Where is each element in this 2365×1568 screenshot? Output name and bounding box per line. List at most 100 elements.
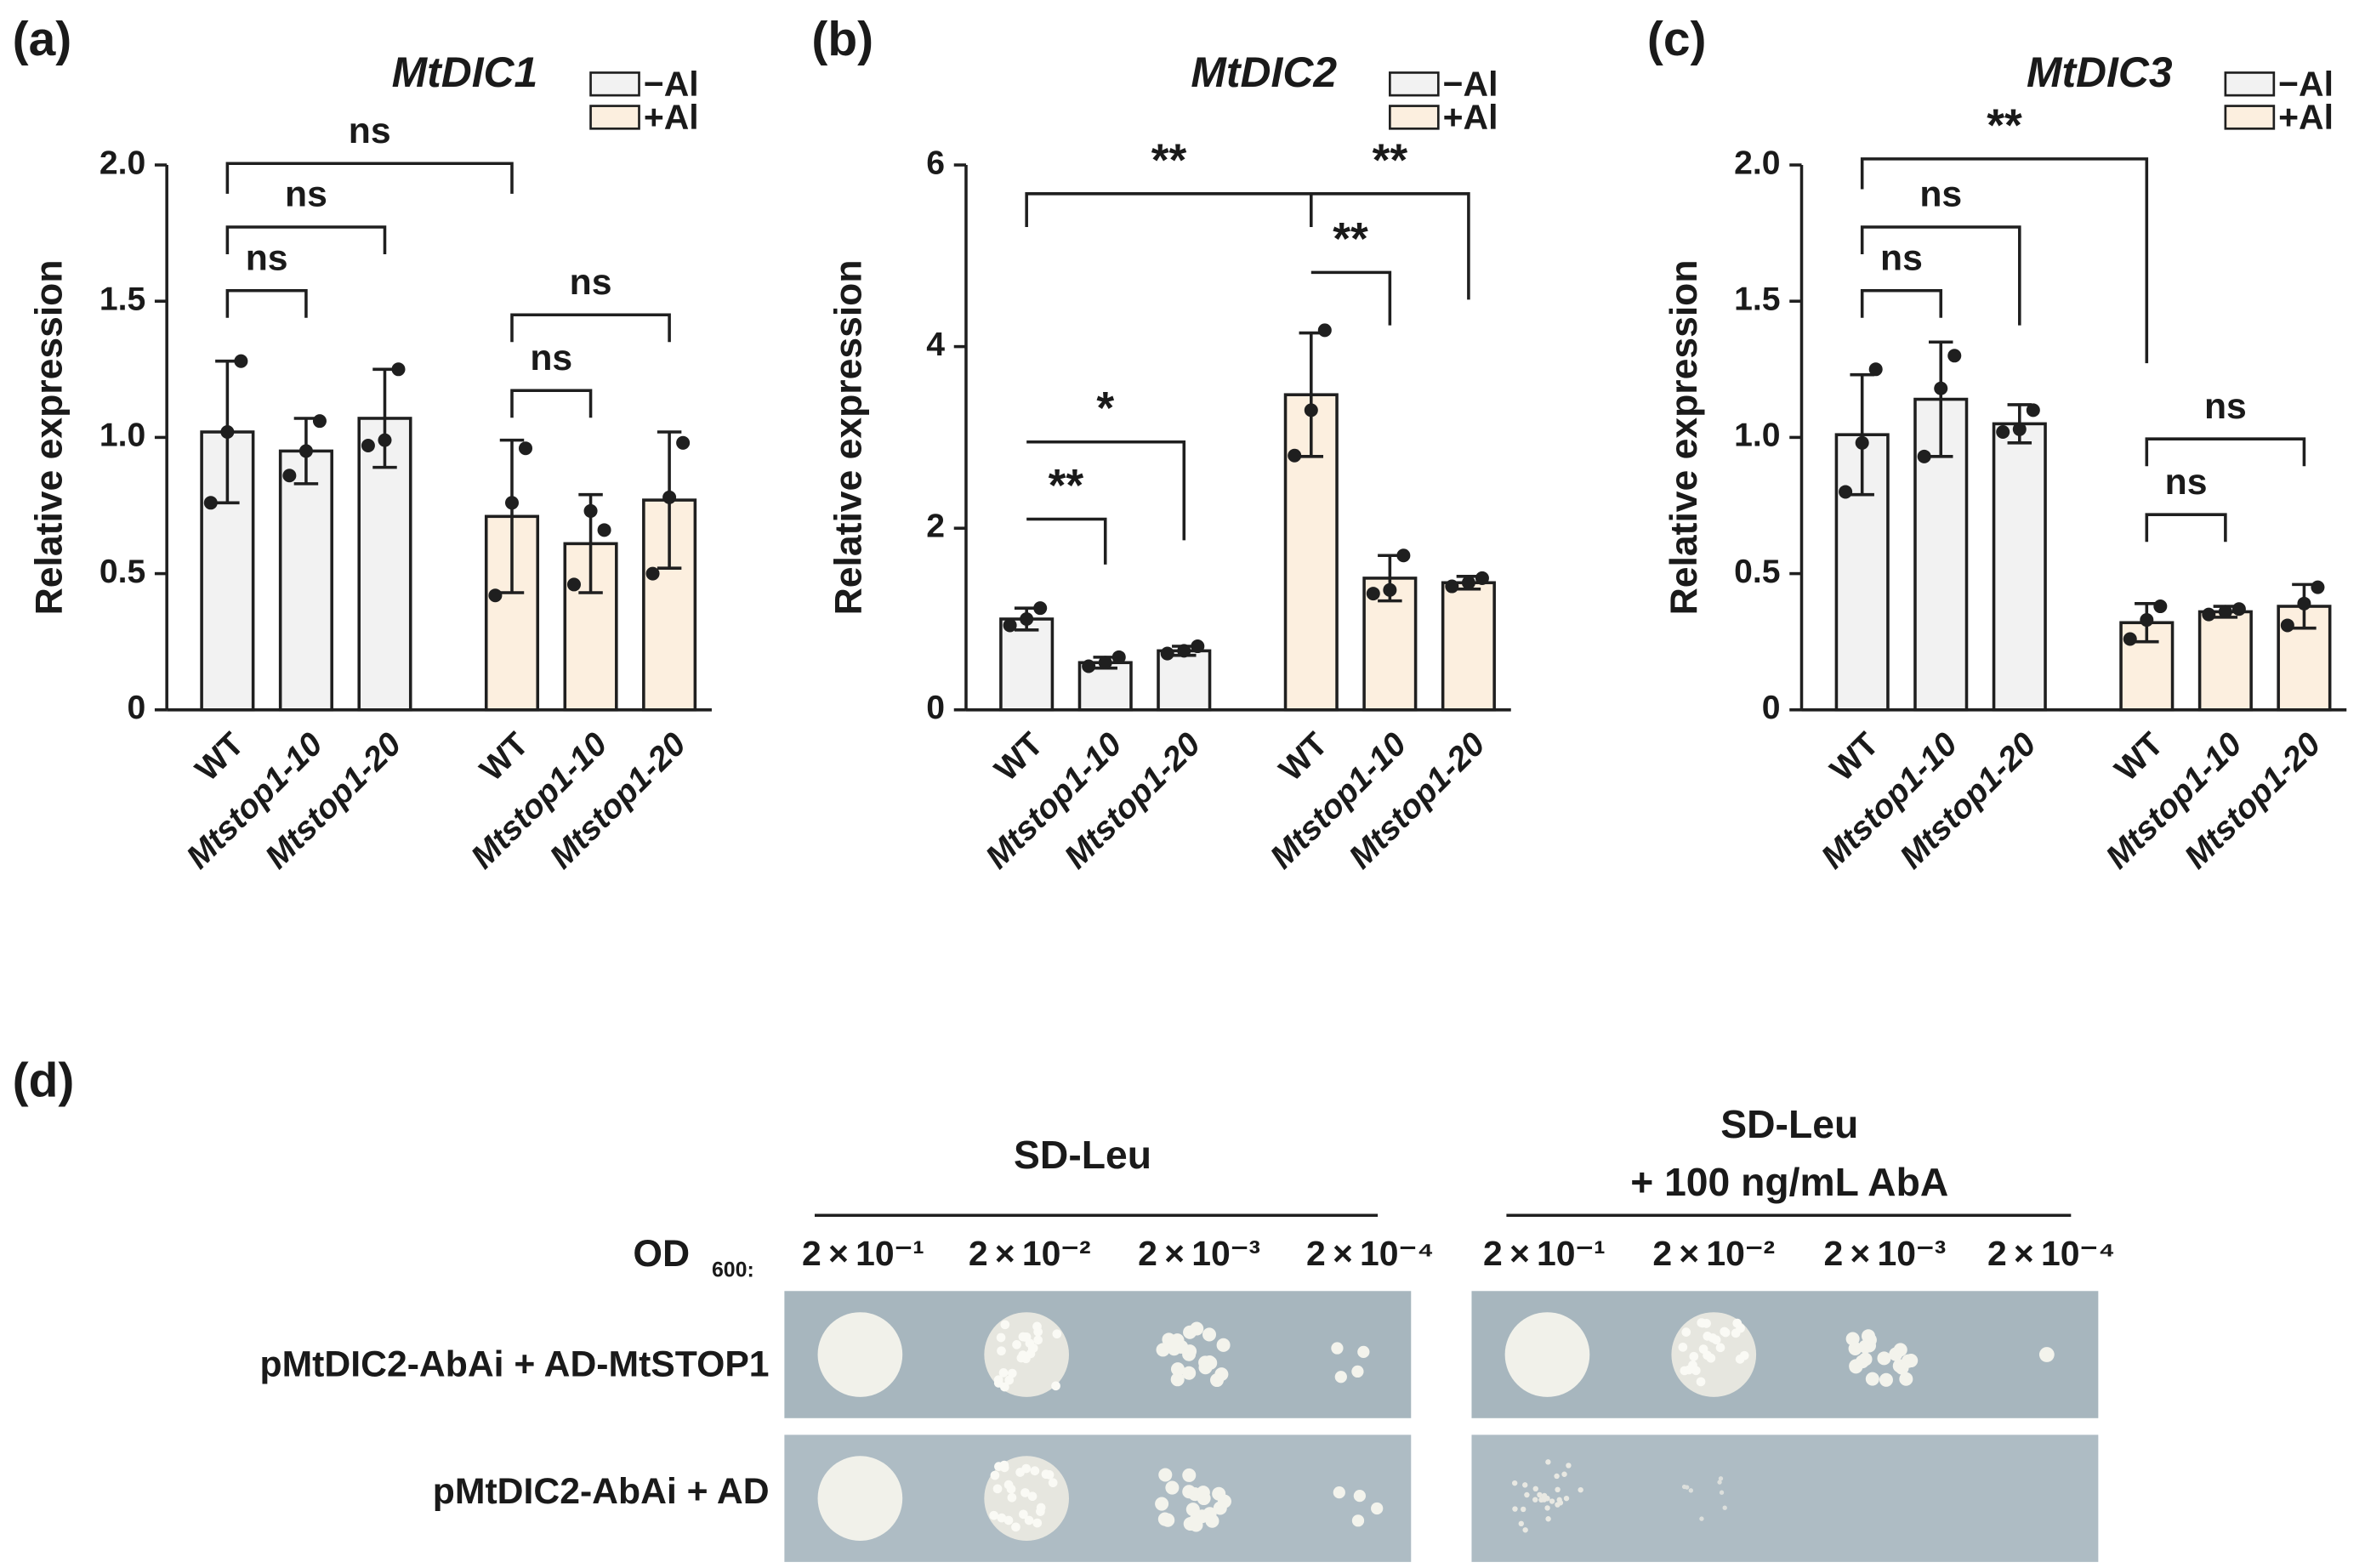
colony [1722,1505,1727,1510]
significance-bracket [225,288,308,318]
colony-spot [1504,1312,1590,1397]
dilution-label: 2 × 10⁻² [969,1234,1091,1273]
colony [1036,1503,1046,1513]
colony [1165,1480,1180,1495]
colony [1214,1367,1229,1382]
colony [1003,1515,1014,1525]
colony [1532,1497,1538,1503]
colony [1717,1480,1722,1485]
colony [1351,1365,1364,1378]
colony [1563,1495,1570,1502]
colony [1522,1527,1528,1533]
data-point [1996,424,2010,439]
data-point [583,503,598,518]
colony [990,1470,1000,1480]
colony [1182,1468,1197,1482]
data-point [2123,632,2137,646]
colony [1681,1327,1691,1337]
data-point [1098,656,1112,670]
data-point [1020,611,1034,626]
data-point [645,566,660,581]
data-point [488,588,503,603]
colony [1555,1486,1561,1493]
colony [1703,1332,1713,1341]
data-point [1111,650,1126,664]
colony [1732,1318,1742,1328]
data-point [282,469,297,483]
colony [1334,1371,1347,1383]
y-tick-label: 1.0 [1734,418,1780,454]
significance-label: ** [1987,100,2022,151]
x-tick-label: WT [988,726,1050,788]
colony [1879,1372,1893,1387]
colony [1028,1343,1038,1353]
data-point [2202,607,2216,622]
x-tick-label: WT [2108,726,2170,788]
colony [1030,1466,1040,1476]
dilution-label: 2 × 10⁻³ [1823,1234,1946,1273]
colony [1520,1506,1526,1513]
legend-swatch [589,105,640,130]
colony [1016,1353,1026,1363]
colony [1202,1327,1217,1342]
colony [1554,1473,1560,1480]
significance-label: ns [1919,174,1962,215]
chart-title: MtDIC2 [1191,48,1337,96]
legend-label: +Al [1443,97,1498,136]
significance-label: ns [570,262,612,303]
data-point [1934,381,1948,395]
significance-label: ns [2204,386,2247,427]
colony [1027,1491,1038,1502]
y-tick-label: 0 [1762,690,1781,726]
colony [1532,1486,1538,1492]
data-point [1366,587,1380,601]
dilution-label: 2 × 10⁻² [1652,1234,1775,1273]
dilution-label: 2 × 10⁻¹ [802,1234,924,1273]
y-tick-label: 1.5 [99,281,145,318]
data-point [1396,548,1411,563]
bar [1077,661,1133,712]
colony [1555,1502,1561,1508]
dilution-label: 2 × 10⁻⁴ [1987,1234,2115,1273]
colony [997,1513,1007,1523]
y-tick-label: 1.5 [1734,281,1780,318]
chart-title: MtDIC3 [2027,48,2173,96]
significance-bracket [1860,225,2021,326]
yeast-plate [1471,1434,2099,1562]
colony [1544,1496,1550,1502]
significance-bracket [510,313,671,343]
data-point [361,438,375,453]
bar [2197,610,2253,712]
dilution-label: 2 × 10⁻¹ [1483,1234,1606,1273]
legend-swatch [1389,105,1440,130]
data-point [676,435,691,450]
significance-label: ** [1049,461,1084,511]
data-point [391,362,406,377]
x-tick-label: WT [1823,726,1885,788]
colony [1051,1381,1060,1391]
significance-label: ns [1880,237,1923,278]
chart-title: MtDIC1 [392,48,538,96]
dilution-label: 2 × 10⁻³ [1138,1234,1260,1273]
data-point [2231,602,2246,616]
colony [1862,1338,1877,1353]
colony [1545,1516,1551,1522]
significance-bracket [2145,513,2227,543]
significance-bracket [1026,517,1107,565]
y-tick-label: 4 [926,327,945,363]
colony [989,1510,999,1520]
colony [993,1378,1003,1388]
y-tick-label: 2.0 [99,145,145,181]
x-tick-label: WT [1272,726,1334,788]
colony [1702,1319,1711,1328]
colony [1041,1469,1051,1480]
colony [1895,1361,1909,1375]
colony [1858,1352,1873,1366]
colony [1735,1355,1745,1364]
data-point [312,414,327,429]
row-label: pMtDIC2-AbAi + AD-MtSTOP1 [260,1344,770,1385]
colony [996,1332,1006,1343]
y-tick-label: 2 [926,508,945,545]
bar [1992,422,2047,712]
colony [1524,1491,1530,1498]
